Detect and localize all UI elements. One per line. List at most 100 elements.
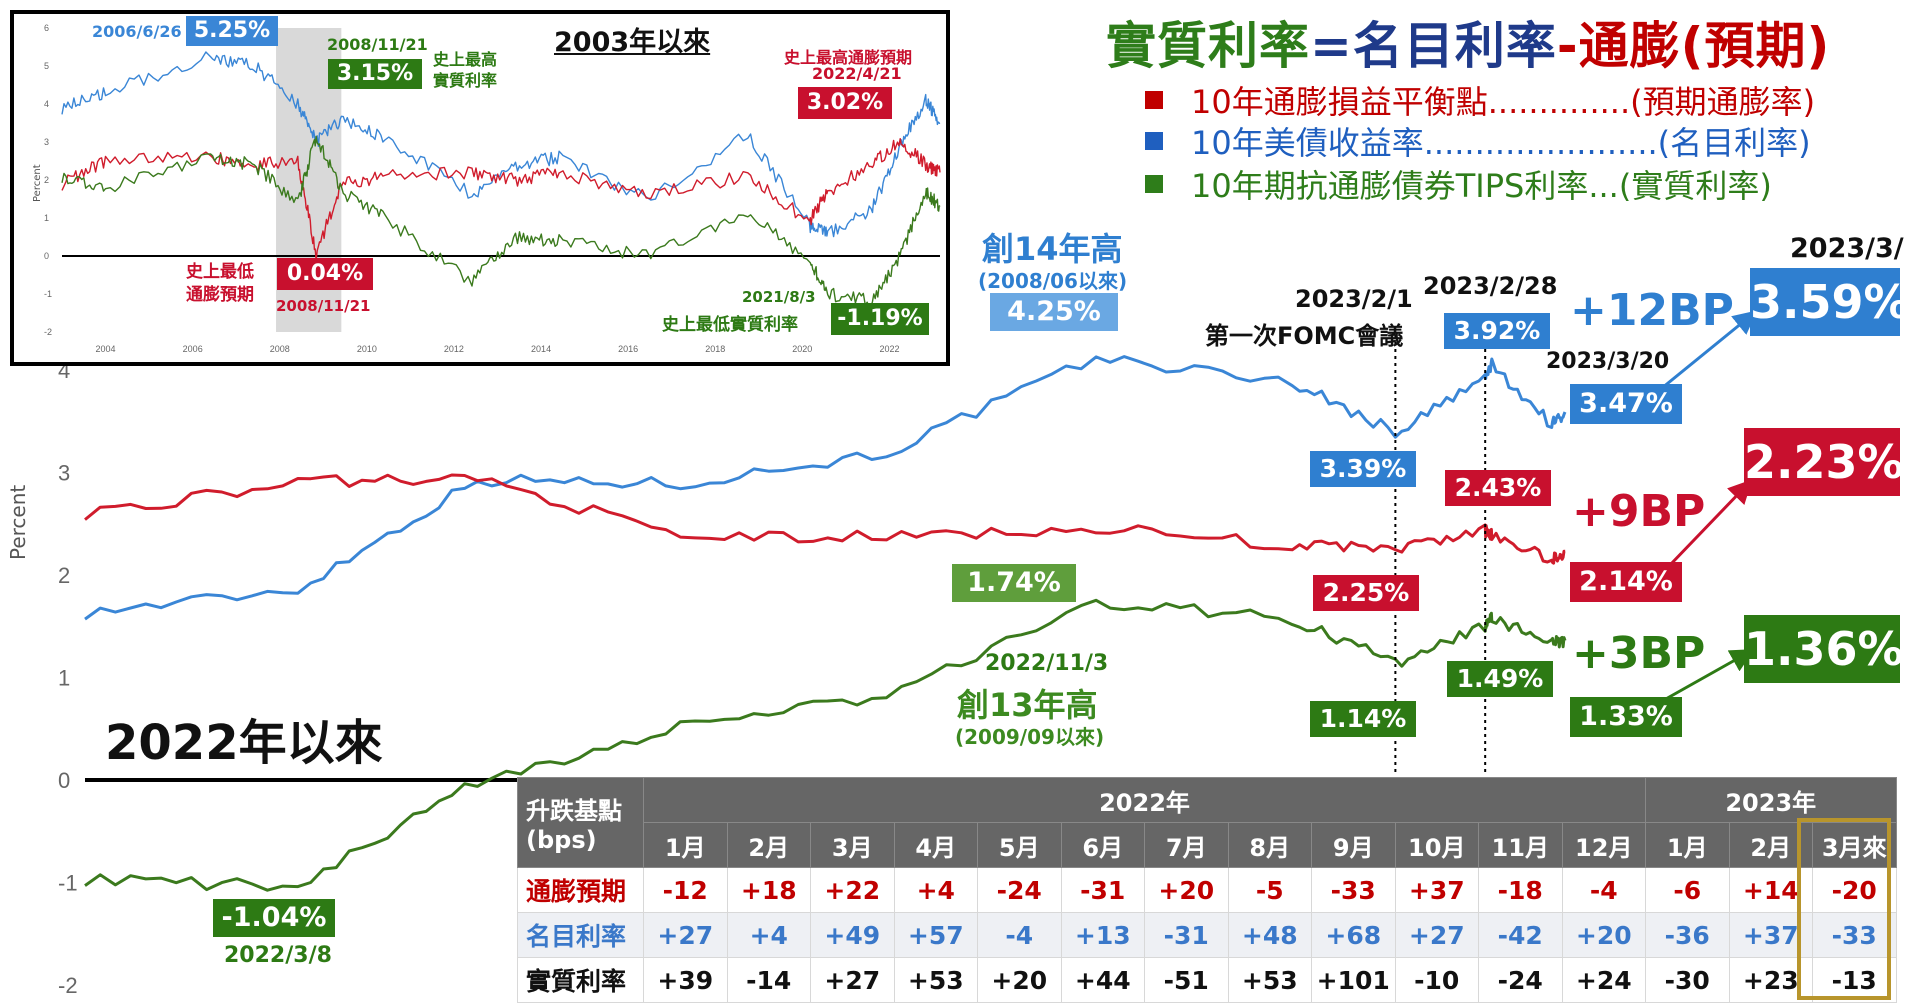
table-cell: +24	[1561, 957, 1646, 1003]
table-cell: -20	[1812, 867, 1897, 913]
table-cell: -12	[643, 867, 728, 913]
table-cell: +37	[1728, 912, 1813, 958]
table-cell: -13	[1812, 957, 1897, 1003]
inset-ytick-label: 4	[44, 99, 49, 109]
table-cell: +48	[1227, 912, 1312, 958]
table-cell: -14	[726, 957, 811, 1003]
table-cell: +22	[810, 867, 895, 913]
inset-xtick-label: 2014	[531, 344, 551, 354]
table-row: 名目利率 +27 +4 +49 +57 -4 +13 -31 +48 +68 +27 -42 +20 -3…	[517, 912, 1897, 958]
table-cell: -10	[1394, 957, 1479, 1003]
table-cell: +68	[1311, 912, 1396, 958]
arrow-red	[1668, 479, 1753, 567]
table-corner-line1: 升跌基點	[526, 797, 622, 825]
inset-ytick-label: 0	[44, 251, 49, 261]
table-cell: -6	[1645, 867, 1730, 913]
ann-fomc-label: 第一次FOMC會議	[1205, 322, 1404, 350]
legend-swatch-green	[1145, 175, 1163, 193]
inset-ann-real-low-label: 史上最低實質利率	[662, 315, 798, 335]
table-month-header: 10月	[1394, 822, 1479, 868]
inset-ann-infl-low-val: 0.04%	[277, 258, 373, 290]
ann-green-peak: 1.74%	[952, 564, 1076, 602]
inset-ytick-label: -2	[44, 327, 52, 337]
table-year-2022: 2022年	[643, 777, 1646, 823]
ann-last-red: 2.23%	[1744, 428, 1904, 496]
title-infl: 通膨(預期)	[1578, 17, 1831, 75]
inset-xtick-label: 2016	[618, 344, 638, 354]
table-row-label: 通膨預期	[517, 867, 644, 913]
table-month-header: 8月	[1227, 822, 1312, 868]
main-ytick-label: -1	[58, 871, 78, 896]
inset-ytick-label: 6	[44, 23, 49, 33]
legend-swatch-blue	[1145, 132, 1163, 150]
table-cell: +20	[1561, 912, 1646, 958]
table-month-header: 7月	[1144, 822, 1229, 868]
inset-nominal-line	[61, 51, 941, 238]
table-cell: +20	[1144, 867, 1229, 913]
inset-ann-real-high-val: 3.15%	[328, 59, 422, 89]
inset-ann-infl-low-date: 2008/11/21	[276, 297, 371, 315]
table-cell: -36	[1645, 912, 1730, 958]
table-month-header: 4月	[893, 822, 978, 868]
ann-high14-val: 4.25%	[990, 293, 1118, 331]
title-minus: -	[1556, 17, 1579, 75]
table-month-header: 5月	[977, 822, 1062, 868]
table-cell: -24	[1478, 957, 1563, 1003]
inset-ytick-label: 3	[44, 137, 49, 147]
main-ytick-label: 3	[58, 461, 70, 486]
ann-high13-sub: (2009/09以來)	[955, 725, 1105, 749]
table-month-header: 6月	[1060, 822, 1145, 868]
inflation-expectation-line	[84, 473, 1566, 565]
table-cell: +53	[893, 957, 978, 1003]
ann-feb1-blue: 3.39%	[1310, 451, 1416, 487]
highlight-box	[1797, 818, 1891, 1000]
table-month-header: 11月	[1478, 822, 1563, 868]
arrow-green	[1663, 649, 1755, 702]
table-corner-line2: (bps)	[526, 826, 597, 854]
main-ytick-label: 1	[58, 666, 70, 691]
table-cell: +18	[726, 867, 811, 913]
inset-ann-nominal-date: 2006/6/26	[92, 22, 182, 41]
ann-fomc-date: 2023/2/1	[1295, 285, 1413, 313]
table-cell: -33	[1311, 867, 1396, 913]
table-corner: 升跌基點 (bps)	[517, 777, 644, 868]
table-cell: +20	[977, 957, 1062, 1003]
inset-ann-real-low-val: -1.19%	[831, 303, 929, 335]
table-cell: -18	[1478, 867, 1563, 913]
ann-mar20-red: 2.14%	[1570, 562, 1682, 602]
ann-last-blue: 3.59%	[1750, 268, 1905, 336]
table-cell: -31	[1060, 867, 1145, 913]
inset-xtick-label: 2018	[705, 344, 725, 354]
table-row-label: 實質利率	[517, 957, 644, 1003]
table-cell: +4	[893, 867, 978, 913]
inset-inflation-line	[61, 138, 941, 262]
inset-ann-infl-high-label: 史上最高通膨預期	[784, 48, 913, 67]
table-cell: +57	[893, 912, 978, 958]
inset-ann-infl-high-date: 2022/4/21	[812, 64, 902, 83]
page-title: 實質利率=名目利率-通膨(預期)	[1106, 6, 1830, 78]
inset-chart: 6 5 4 3 2 1 0 -1 -2 2004 2006 2008 2010 2012 2014 2016 2…	[10, 10, 950, 366]
table-row: 通膨預期 -12 +18 +22 +4 -24 -31 +20 -5 -33 +37 -18 -4 -6 +…	[517, 867, 1897, 913]
inset-xtick-label: 2020	[792, 344, 812, 354]
ann-bp-red: +9BP	[1572, 486, 1706, 537]
table-cell: -4	[1561, 867, 1646, 913]
table-row-label: 名目利率	[517, 912, 644, 958]
ann-feb28-green: 1.49%	[1447, 661, 1553, 697]
inset-ann-real-high-label1: 史上最高	[433, 50, 498, 69]
table-cell: +13	[1060, 912, 1145, 958]
table-cell: -33	[1812, 912, 1897, 958]
main-ylabel: Percent	[6, 484, 30, 560]
inset-ann-infl-low-label2: 通膨預期	[186, 285, 254, 305]
ann-bp-blue: +12BP	[1570, 285, 1734, 336]
ann-feb1-red: 2.25%	[1313, 575, 1419, 611]
title-real: 實質利率	[1106, 17, 1310, 75]
main-ytick-label: 2	[58, 563, 70, 588]
inset-ytick-label: 1	[44, 213, 49, 223]
table-month-header: 3月來	[1812, 822, 1897, 868]
table-cell: -30	[1645, 957, 1730, 1003]
table-month-header: 1月	[643, 822, 728, 868]
inset-xtick-label: 2012	[444, 344, 464, 354]
inset-ann-real-high-date: 2008/11/21	[327, 35, 428, 54]
